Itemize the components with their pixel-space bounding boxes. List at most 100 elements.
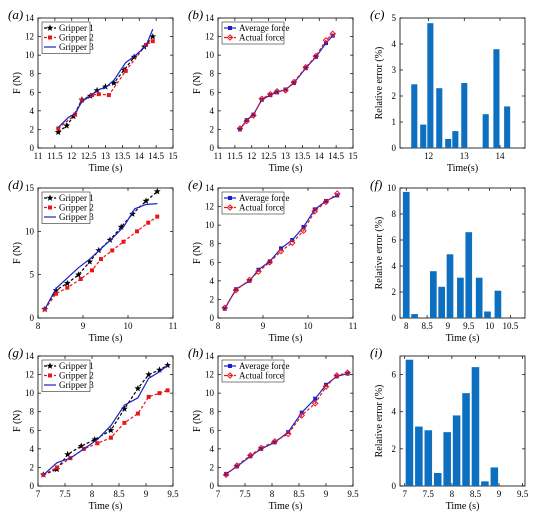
y-tick-label: 2	[392, 444, 397, 454]
data-point	[65, 285, 70, 290]
data-point	[255, 268, 262, 275]
data-point	[142, 197, 150, 204]
bar	[452, 131, 459, 148]
x-tick-label: 14.5	[328, 151, 344, 161]
y-axis-label: F (N)	[192, 242, 203, 264]
data-point	[284, 430, 292, 438]
data-point	[275, 90, 280, 95]
data-point	[301, 225, 306, 229]
y-tick-label: 14	[25, 13, 35, 23]
data-point	[54, 128, 62, 136]
data-point	[311, 207, 319, 215]
data-point	[102, 83, 109, 90]
series-line-1	[224, 193, 338, 309]
data-point	[288, 239, 296, 247]
legend-marker	[228, 364, 232, 368]
data-point	[290, 78, 298, 86]
bar	[494, 290, 502, 318]
bar	[457, 277, 464, 318]
data-point	[145, 371, 153, 378]
x-tick-label: 9	[446, 321, 451, 331]
legend-entry: Average force	[239, 23, 290, 33]
series-line-2	[44, 203, 158, 310]
bar	[430, 271, 437, 318]
data-point	[233, 462, 241, 469]
data-point	[271, 438, 279, 445]
y-tick-label: 10	[205, 388, 215, 398]
y-tick-label: 8	[210, 407, 215, 417]
data-point	[86, 258, 94, 265]
x-tick-label: 12	[247, 151, 256, 161]
x-tick-label: 14	[496, 151, 506, 161]
x-axis-label: Time (s)	[89, 501, 123, 512]
data-point	[222, 471, 230, 479]
y-axis-label: F (N)	[12, 410, 23, 432]
panel-label: (b)	[188, 7, 203, 22]
data-point	[123, 68, 128, 73]
data-point	[121, 405, 128, 412]
data-point	[135, 411, 140, 416]
y-tick-label: 4	[392, 39, 397, 49]
y-tick-label: 0	[30, 481, 35, 491]
bar	[411, 314, 418, 318]
data-point	[153, 187, 161, 195]
bar	[493, 49, 500, 149]
bar	[481, 481, 489, 486]
x-tick-label: 13.5	[295, 151, 311, 161]
y-tick-label: 8	[210, 239, 215, 249]
bar	[504, 106, 511, 148]
x-tick-label: 7	[216, 489, 221, 499]
data-point	[121, 239, 126, 244]
x-axis-label: Time (s)	[269, 163, 303, 174]
data-point	[244, 118, 249, 123]
data-point	[324, 199, 328, 203]
data-point	[54, 291, 58, 296]
data-point	[334, 374, 339, 379]
data-point	[335, 193, 340, 198]
data-point	[268, 93, 273, 98]
data-point	[259, 446, 264, 451]
legend-entry: Actual force	[239, 371, 284, 381]
series-line-1	[225, 372, 348, 476]
y-tick-label: 0	[392, 313, 397, 323]
bar	[490, 467, 499, 486]
data-point	[282, 87, 289, 94]
x-tick-label: 15	[349, 151, 359, 161]
legend-entry: Actual force	[239, 33, 284, 43]
y-tick-label: 12	[25, 32, 34, 42]
y-tick-label: 0	[210, 481, 215, 491]
legend-marker	[226, 372, 234, 379]
legend-marker	[228, 196, 232, 200]
x-tick-label: 14.5	[148, 151, 164, 161]
x-tick-label: 11	[349, 321, 358, 331]
y-tick-label: 10	[387, 183, 397, 193]
y-tick-label: 10	[25, 388, 35, 398]
data-point	[330, 33, 335, 38]
x-tick-label: 12.5	[261, 151, 277, 161]
data-point	[108, 435, 113, 440]
legend-entry: Gripper 1	[59, 361, 94, 371]
x-tick-label: 13.5	[115, 151, 131, 161]
data-point	[146, 220, 151, 225]
x-tick-label: 9	[261, 321, 266, 331]
data-point	[134, 384, 142, 392]
bar	[427, 23, 434, 149]
y-axis-label: F (N)	[192, 410, 203, 432]
data-point	[95, 441, 100, 446]
y-tick-label: 14	[205, 183, 215, 193]
y-tick-label: 10	[25, 226, 35, 236]
legend-marker	[46, 24, 54, 31]
x-tick-label: 11.5	[227, 151, 243, 161]
data-point	[277, 247, 285, 255]
data-point	[247, 278, 252, 283]
data-point	[322, 36, 330, 44]
x-tick-label: 11	[169, 321, 178, 331]
data-point	[273, 88, 281, 95]
data-point	[75, 271, 82, 278]
data-point	[272, 440, 277, 445]
x-tick-label: 9.5	[347, 489, 359, 499]
data-point	[78, 277, 83, 281]
data-point	[236, 125, 244, 132]
